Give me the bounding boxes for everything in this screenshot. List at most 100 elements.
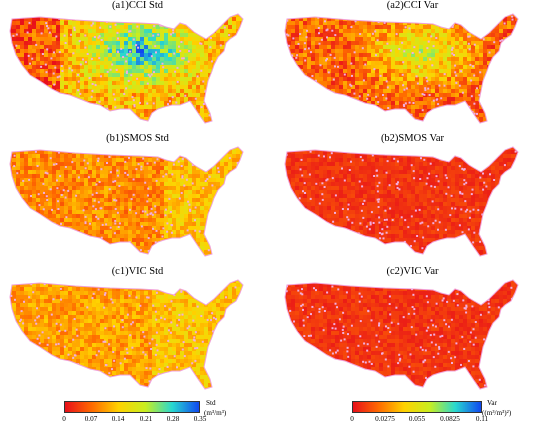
map-cell — [10, 49, 12, 53]
map-cell — [244, 61, 248, 65]
map-cell — [319, 53, 323, 57]
map-cell — [164, 125, 168, 129]
map-cell — [160, 117, 164, 121]
map-cell — [359, 125, 363, 129]
map-cell — [100, 69, 104, 73]
map-cell — [355, 61, 359, 65]
missing-data-speck — [499, 58, 502, 61]
map-cell — [56, 53, 60, 57]
missing-data-speck — [29, 62, 31, 65]
map-cell — [463, 121, 467, 123]
map-cell — [204, 25, 208, 29]
map-cell — [16, 147, 20, 150]
map-cell — [44, 53, 48, 57]
map-cell — [335, 21, 339, 25]
map-cell — [475, 85, 479, 89]
map-cell — [188, 69, 192, 73]
map-cell — [515, 101, 518, 105]
map-cell — [32, 69, 36, 73]
map-cell — [455, 29, 459, 33]
map-cell — [467, 14, 471, 17]
map-cell — [228, 117, 232, 121]
map-cell — [132, 61, 136, 65]
map-cell — [491, 89, 495, 93]
map-cell — [535, 121, 539, 125]
map-cell — [503, 73, 507, 77]
map-cell — [16, 21, 20, 25]
map-cell — [295, 85, 299, 89]
map-cell — [471, 101, 475, 105]
map-cell — [68, 69, 72, 73]
map-cell — [495, 69, 499, 73]
missing-data-speck — [369, 105, 372, 108]
map-cell — [132, 65, 136, 69]
map-cell — [264, 142, 268, 146]
missing-data-speck — [401, 73, 404, 76]
map-cell — [52, 150, 56, 154]
map-cell — [96, 37, 100, 41]
missing-data-speck — [387, 107, 390, 109]
map-cell — [383, 105, 387, 109]
map-cell — [76, 85, 80, 89]
map-cell — [28, 45, 32, 49]
map-cell — [12, 77, 16, 81]
map-cell — [4, 121, 8, 125]
map-cell — [415, 17, 419, 21]
map-cell — [387, 93, 391, 97]
map-cell — [32, 85, 36, 89]
map-cell — [100, 65, 104, 69]
map-cell — [383, 41, 387, 45]
map-cell — [315, 85, 319, 89]
map-cell — [439, 49, 443, 53]
map-cell — [92, 45, 96, 49]
map-cell — [28, 25, 32, 29]
map-cell — [467, 21, 471, 25]
map-cell — [411, 49, 415, 53]
map-cell — [156, 101, 160, 105]
map-cell — [363, 33, 367, 37]
map-cell — [80, 93, 84, 97]
map-cell — [44, 113, 48, 117]
map-cell — [319, 97, 323, 101]
map-cell — [156, 121, 160, 123]
map-cell — [399, 25, 403, 29]
map-cell — [407, 117, 411, 121]
map-cell — [96, 14, 100, 17]
map-cell — [188, 85, 192, 89]
map-cell — [463, 37, 467, 41]
map-cell — [319, 93, 323, 97]
map-cell — [327, 17, 331, 21]
map-cell — [60, 73, 64, 77]
map-cell — [164, 81, 168, 85]
map-cell — [347, 53, 351, 57]
map-cell — [112, 41, 116, 45]
map-cell — [419, 81, 423, 85]
map-cell — [527, 45, 531, 49]
map-cell — [104, 37, 108, 41]
map-cell — [4, 33, 8, 37]
map-cell — [327, 109, 331, 113]
map-cell — [240, 117, 243, 121]
map-cell — [20, 85, 24, 89]
map-cell — [403, 29, 407, 33]
map-cell — [72, 61, 76, 65]
map-cell — [507, 113, 511, 117]
missing-data-speck — [322, 114, 324, 117]
map-cell — [92, 125, 96, 129]
map-cell — [415, 69, 419, 73]
missing-data-speck — [491, 102, 493, 105]
map-cell — [120, 49, 124, 53]
map-cell — [48, 125, 52, 129]
map-cell — [371, 9, 375, 13]
missing-data-speck — [208, 114, 211, 117]
map-cell — [379, 121, 383, 123]
map-cell — [232, 93, 236, 97]
map-cell — [343, 109, 347, 113]
map-cell — [108, 14, 112, 17]
map-cell — [20, 150, 24, 154]
map-cell — [248, 77, 252, 81]
map-cell — [96, 93, 100, 97]
map-cell — [16, 113, 20, 117]
map-cell — [68, 41, 72, 45]
map-cell — [311, 53, 315, 57]
